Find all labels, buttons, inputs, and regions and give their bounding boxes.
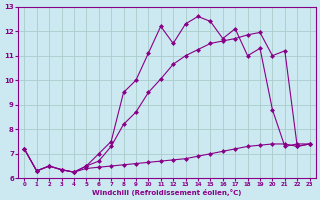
X-axis label: Windchill (Refroidissement éolien,°C): Windchill (Refroidissement éolien,°C) — [92, 189, 242, 196]
